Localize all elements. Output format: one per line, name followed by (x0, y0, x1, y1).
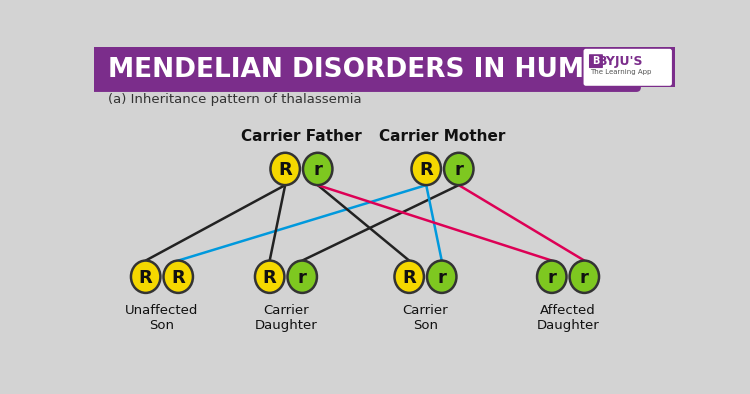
Text: R: R (402, 268, 416, 286)
Text: B: B (592, 56, 600, 66)
Ellipse shape (537, 260, 566, 293)
FancyBboxPatch shape (589, 54, 603, 68)
Ellipse shape (444, 153, 473, 185)
Ellipse shape (303, 153, 332, 185)
Ellipse shape (569, 260, 599, 293)
Ellipse shape (412, 153, 441, 185)
Text: r: r (548, 268, 556, 286)
Ellipse shape (427, 260, 457, 293)
Text: Unaffected
Son: Unaffected Son (125, 305, 199, 333)
Text: BYJU'S: BYJU'S (598, 56, 644, 69)
Text: Carrier
Daughter: Carrier Daughter (254, 305, 317, 333)
Ellipse shape (287, 260, 317, 293)
Text: R: R (139, 268, 152, 286)
FancyBboxPatch shape (94, 47, 675, 87)
Ellipse shape (255, 260, 284, 293)
Text: r: r (454, 161, 464, 179)
Text: R: R (262, 268, 277, 286)
Text: MENDELIAN DISORDERS IN HUMANS: MENDELIAN DISORDERS IN HUMANS (108, 58, 645, 84)
Text: Carrier Father: Carrier Father (241, 129, 362, 144)
Ellipse shape (131, 260, 160, 293)
Text: The Learning App: The Learning App (590, 69, 652, 75)
Ellipse shape (164, 260, 193, 293)
Text: R: R (419, 161, 433, 179)
Text: (a) Inheritance pattern of thalassemia: (a) Inheritance pattern of thalassemia (108, 93, 361, 106)
FancyBboxPatch shape (89, 43, 641, 92)
Text: Carrier
Son: Carrier Son (403, 305, 448, 333)
Text: Affected
Daughter: Affected Daughter (537, 305, 599, 333)
Text: r: r (580, 268, 589, 286)
Ellipse shape (271, 153, 300, 185)
Text: Carrier Mother: Carrier Mother (380, 129, 506, 144)
Ellipse shape (394, 260, 424, 293)
FancyBboxPatch shape (584, 49, 672, 86)
Text: R: R (278, 161, 292, 179)
Text: r: r (314, 161, 322, 179)
Text: r: r (298, 268, 307, 286)
Text: r: r (437, 268, 446, 286)
Text: R: R (171, 268, 185, 286)
